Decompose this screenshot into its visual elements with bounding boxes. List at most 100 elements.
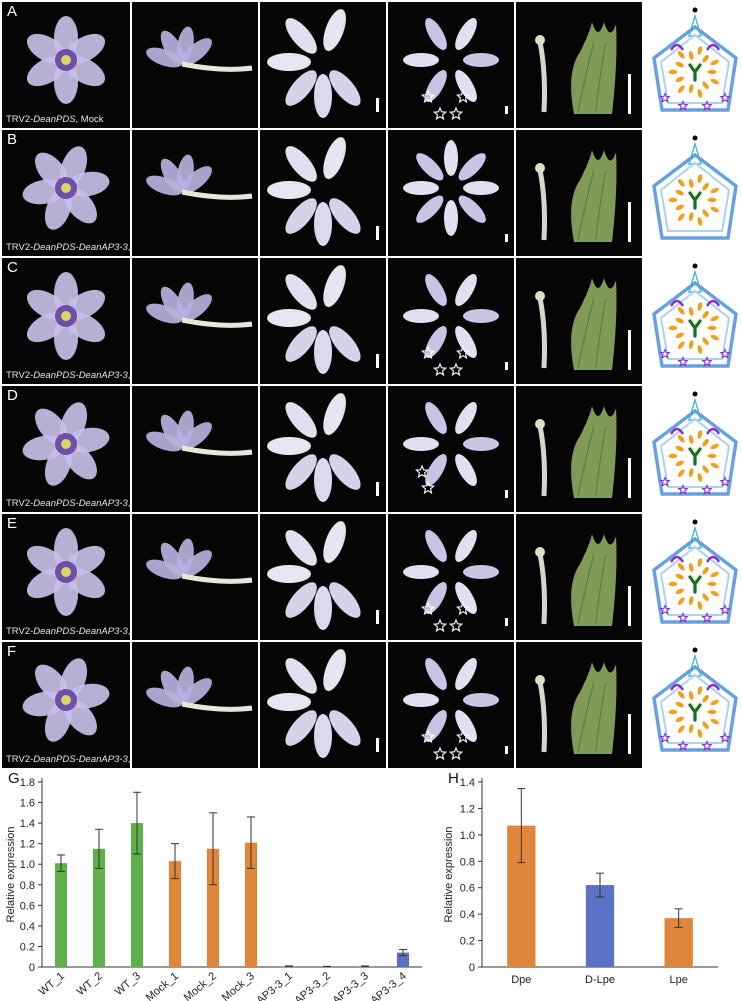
bar (168, 861, 182, 967)
flower-illustration (26, 272, 106, 360)
flower-illustration (535, 662, 631, 754)
y-tick-label: 1.0 (460, 830, 475, 842)
x-tick-label: WT_3 (113, 970, 143, 998)
x-tick-label: Lpe (669, 974, 687, 986)
floral-diagram (652, 391, 738, 496)
flower-illustration (535, 406, 631, 498)
photo-panel: B TRV2-DeanPDS-DeanAP3-3, strong (2, 130, 130, 256)
flower-illustration (146, 410, 253, 456)
floral-diagram (652, 135, 738, 240)
bar-chart-g: Relative expression 0 0.2 0.4 0.6 0.8 1.0 1.2 1.… (5, 777, 422, 1001)
y-tick-label: 1.8 (20, 777, 35, 789)
floral-diagram (652, 519, 738, 624)
photo-panel (388, 2, 514, 128)
photo-panel (388, 642, 514, 768)
flower-illustration (146, 282, 253, 328)
photo-panel (516, 514, 642, 640)
error-bar (674, 908, 683, 928)
panel-letter: A (7, 3, 18, 20)
error-bar (399, 949, 407, 957)
photo-panel: E TRV2-DeanPDS-DeanAP3-3, weak (2, 514, 130, 640)
photo-panel (132, 258, 258, 384)
flower-illustration (26, 16, 106, 104)
panel-label-h: H (448, 770, 459, 787)
photo-panel (132, 130, 258, 256)
y-tick-label: 0.6 (20, 900, 35, 912)
flower-illustration (535, 22, 631, 114)
photo-panel (132, 514, 258, 640)
panel-caption: TRV2-DeanPDS-DeanAP3-3, moderate (6, 498, 130, 509)
flower-illustration (22, 658, 110, 742)
flower-illustration (403, 18, 508, 121)
error-bar (285, 965, 293, 968)
y-tick-label: 0.8 (460, 856, 475, 868)
photo-panel (516, 258, 642, 384)
y-tick-label: 0.4 (460, 909, 475, 921)
flower-illustration (146, 538, 253, 584)
photo-panel (260, 130, 386, 256)
panel-label-g: G (8, 770, 20, 787)
y-tick-label: 1.6 (20, 798, 35, 810)
flower-illustration (146, 26, 253, 72)
error-bar (133, 791, 141, 855)
flower-illustration (267, 649, 379, 758)
floral-diagram (652, 263, 738, 368)
panel-letter: D (7, 387, 18, 404)
y-axis-label: Relative expression (443, 827, 455, 923)
flower-illustration (267, 265, 379, 374)
panel-letter: E (7, 515, 18, 532)
y-tick-label: 1.0 (20, 859, 35, 871)
flower-illustration (403, 140, 508, 242)
error-bar (171, 843, 179, 880)
photo-panel (516, 130, 642, 256)
photo-panel (516, 2, 642, 128)
flower-illustration (267, 9, 379, 118)
photo-panel (132, 386, 258, 512)
panel-caption: TRV2-DeanPDS-DeanAP3-3, strong (6, 242, 130, 253)
error-bar (517, 788, 526, 864)
flower-illustration (403, 530, 508, 633)
photo-panel (516, 642, 642, 768)
bar (396, 952, 410, 967)
photo-panel: D TRV2-DeanPDS-DeanAP3-3, moderate (2, 386, 130, 512)
x-tick-label: D-Lpe (585, 974, 615, 986)
y-tick-label: 0.8 (20, 880, 35, 892)
flower-illustration (403, 274, 508, 377)
panel-letter: F (7, 643, 17, 660)
panel-letter: B (7, 131, 18, 148)
x-tick-label: WT_2 (75, 970, 105, 998)
flower-illustration (535, 278, 631, 370)
figure-row-c: C TRV2-DeanPDS-DeanAP3-3, moderate (2, 258, 738, 384)
flower-illustration (267, 137, 379, 246)
flower-illustration (403, 402, 508, 498)
photo-panel (132, 642, 258, 768)
figure-row-e: E TRV2-DeanPDS-DeanAP3-3, weak (2, 514, 738, 640)
panel-caption: TRV2-DeanPDS, Mock (6, 114, 104, 125)
flower-illustration (267, 393, 379, 502)
bar-chart-h: Relative expression 0 0.2 0.4 0.6 0.8 1.0 1.2 1.… (443, 777, 718, 986)
error-bar (57, 854, 65, 872)
photo-panel: F TRV2-DeanPDS-DeanAP3-3, weak (2, 642, 130, 768)
figure-row-b: B TRV2-DeanPDS-DeanAP3-3, strong (2, 130, 738, 256)
panel-caption: TRV2-DeanPDS-DeanAP3-3, weak (6, 626, 130, 637)
x-tick-label: Mock_2 (182, 970, 219, 1001)
bar (130, 823, 144, 967)
y-tick-label: 1.2 (460, 803, 475, 815)
figure-row-d: D TRV2-DeanPDS-DeanAP3-3, moderate (2, 386, 738, 512)
photo-panel (132, 2, 258, 128)
x-tick-label: Mock_3 (220, 970, 257, 1001)
figure-row-f: F TRV2-DeanPDS-DeanAP3-3, weak (2, 642, 738, 768)
photo-panel (260, 386, 386, 512)
bar (244, 842, 258, 967)
photo-panel (260, 2, 386, 128)
error-bar (323, 965, 331, 968)
y-tick-label: 0 (469, 962, 475, 974)
photo-panel (260, 514, 386, 640)
error-bar (95, 828, 103, 869)
x-tick-label: Dpe (511, 974, 531, 986)
y-tick-label: 0.2 (460, 936, 475, 948)
flower-illustration (146, 154, 253, 200)
bar (92, 848, 106, 967)
x-tick-label: Mock_1 (144, 970, 181, 1001)
photo-panel (260, 642, 386, 768)
